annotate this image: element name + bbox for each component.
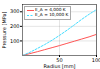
svg-text:100: 100 xyxy=(92,57,100,63)
svg-text:Radius [mm]: Radius [mm] xyxy=(44,63,76,69)
svg-text:100: 100 xyxy=(10,38,20,44)
svg-text:300: 300 xyxy=(10,8,20,14)
svg-text:200: 200 xyxy=(10,23,20,29)
html-text:E_A = 10,000 K: E_A = 10,000 K xyxy=(35,11,69,17)
svg-text:Pressure [MPa]: Pressure [MPa] xyxy=(1,11,7,48)
html-text:E_A = 4,000 K: E_A = 4,000 K xyxy=(35,7,66,12)
svg-text:50: 50 xyxy=(56,57,63,63)
